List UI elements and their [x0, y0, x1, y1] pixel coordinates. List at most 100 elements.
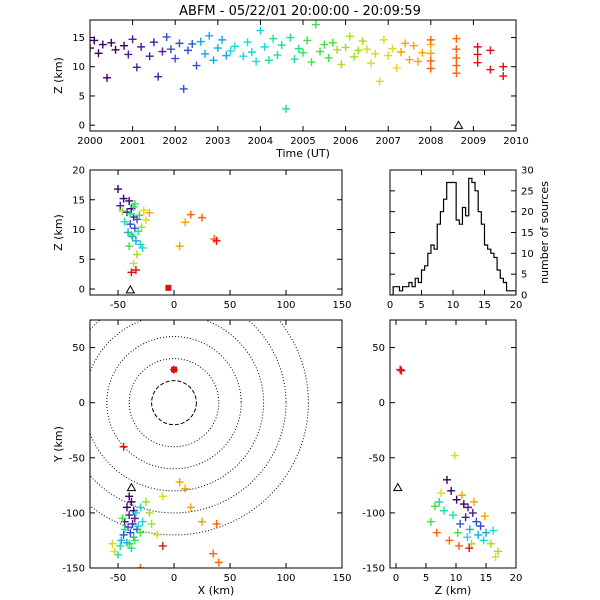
source-point [230, 42, 239, 51]
range-ring [90, 320, 309, 536]
source-point [426, 49, 435, 58]
source-point [453, 528, 462, 537]
y-tick-label: 5 [79, 255, 85, 266]
figure-title: ABFM - 05/22/01 20:00:00 - 20:09:59 [179, 4, 421, 19]
source-point [435, 497, 444, 506]
source-point [473, 42, 482, 51]
source-point [179, 84, 188, 93]
source-point [114, 185, 122, 194]
source-point [171, 54, 180, 63]
source-point [138, 243, 147, 252]
source-point [142, 497, 150, 506]
histogram-bar [393, 287, 396, 295]
y-axis-label: Y (km) [52, 426, 65, 463]
histogram-bar [478, 212, 481, 295]
range-ring [128, 358, 220, 448]
histogram-bar [440, 212, 443, 295]
source-point [131, 236, 140, 245]
histogram-bar [399, 291, 402, 295]
y-tick-label: 15 [72, 195, 85, 206]
source-point [388, 44, 397, 53]
y-tick-label: 20 [72, 166, 85, 177]
source-point [260, 42, 269, 51]
source-point [455, 541, 463, 550]
source-point [432, 528, 441, 537]
source-point [125, 242, 134, 251]
source-point [491, 552, 500, 561]
y-tick-label: 20 [521, 207, 534, 218]
histogram-bar [396, 287, 399, 295]
histogram-bar [500, 278, 503, 295]
source-point [131, 508, 140, 517]
source-point [345, 32, 354, 41]
x-tick-label: 2008 [418, 136, 443, 147]
histogram-bar [469, 178, 472, 295]
histogram-bar [409, 283, 412, 296]
y-axis-label: Z (km) [52, 214, 65, 251]
source-point [153, 530, 162, 539]
source-point [134, 227, 143, 236]
source-point [367, 59, 376, 68]
source-point [426, 35, 435, 44]
source-point [468, 508, 477, 517]
y-axis-label: number of sources [538, 181, 551, 284]
x-tick-label: 5 [418, 300, 424, 311]
histogram-bar [415, 278, 418, 295]
source-point [449, 511, 457, 520]
source-point [243, 38, 252, 47]
source-point [281, 104, 290, 113]
source-point [128, 232, 137, 241]
source-point [126, 528, 135, 537]
source-point [256, 26, 265, 35]
source-point [458, 491, 466, 500]
source-point [354, 46, 363, 55]
source-point [384, 51, 393, 60]
x-tick-label: 150 [332, 573, 351, 584]
source-point [158, 492, 167, 501]
source-point [499, 72, 508, 81]
histogram-bar [403, 287, 406, 295]
x-tick-label: 5 [423, 573, 429, 584]
source-point [209, 549, 218, 558]
source-point [252, 57, 261, 66]
y-tick-label: 10 [72, 62, 85, 73]
source-point [212, 236, 221, 245]
source-point [375, 77, 384, 86]
source-point [337, 60, 346, 69]
source-point [125, 511, 134, 520]
source-point [445, 536, 454, 545]
source-point [130, 536, 139, 545]
x-tick-label: 2006 [333, 136, 358, 147]
data-marks [396, 365, 502, 561]
source-point [127, 544, 136, 553]
source-point [158, 47, 167, 56]
range-ring [90, 320, 287, 514]
source-point [125, 539, 134, 548]
histogram-bar [481, 224, 484, 295]
source-point [119, 442, 128, 451]
y-tick-label: 0 [79, 285, 85, 296]
source-point [476, 522, 485, 531]
axes-frame [389, 319, 517, 569]
source-point [107, 38, 116, 47]
histogram-bar [507, 291, 510, 295]
source-point [450, 451, 459, 460]
z-y-panel: 0 5 10 15 20 -150 -100 -50 0 50 Z (km) [362, 319, 522, 597]
source-point [307, 58, 316, 67]
histogram-bar [510, 291, 513, 295]
histogram-bar [406, 287, 409, 295]
source-point [133, 250, 142, 259]
x-axis-label: Z (km) [435, 584, 472, 597]
source-point [128, 519, 137, 528]
source-point [127, 497, 136, 506]
histogram-bar [488, 249, 491, 295]
source-point [147, 519, 156, 528]
source-point [465, 544, 474, 553]
source-point [122, 503, 131, 512]
source-point [90, 44, 94, 53]
histogram-bar [497, 270, 500, 295]
source-point [124, 50, 133, 59]
source-point [333, 45, 342, 54]
source-point [130, 199, 139, 208]
source-point [158, 541, 167, 550]
